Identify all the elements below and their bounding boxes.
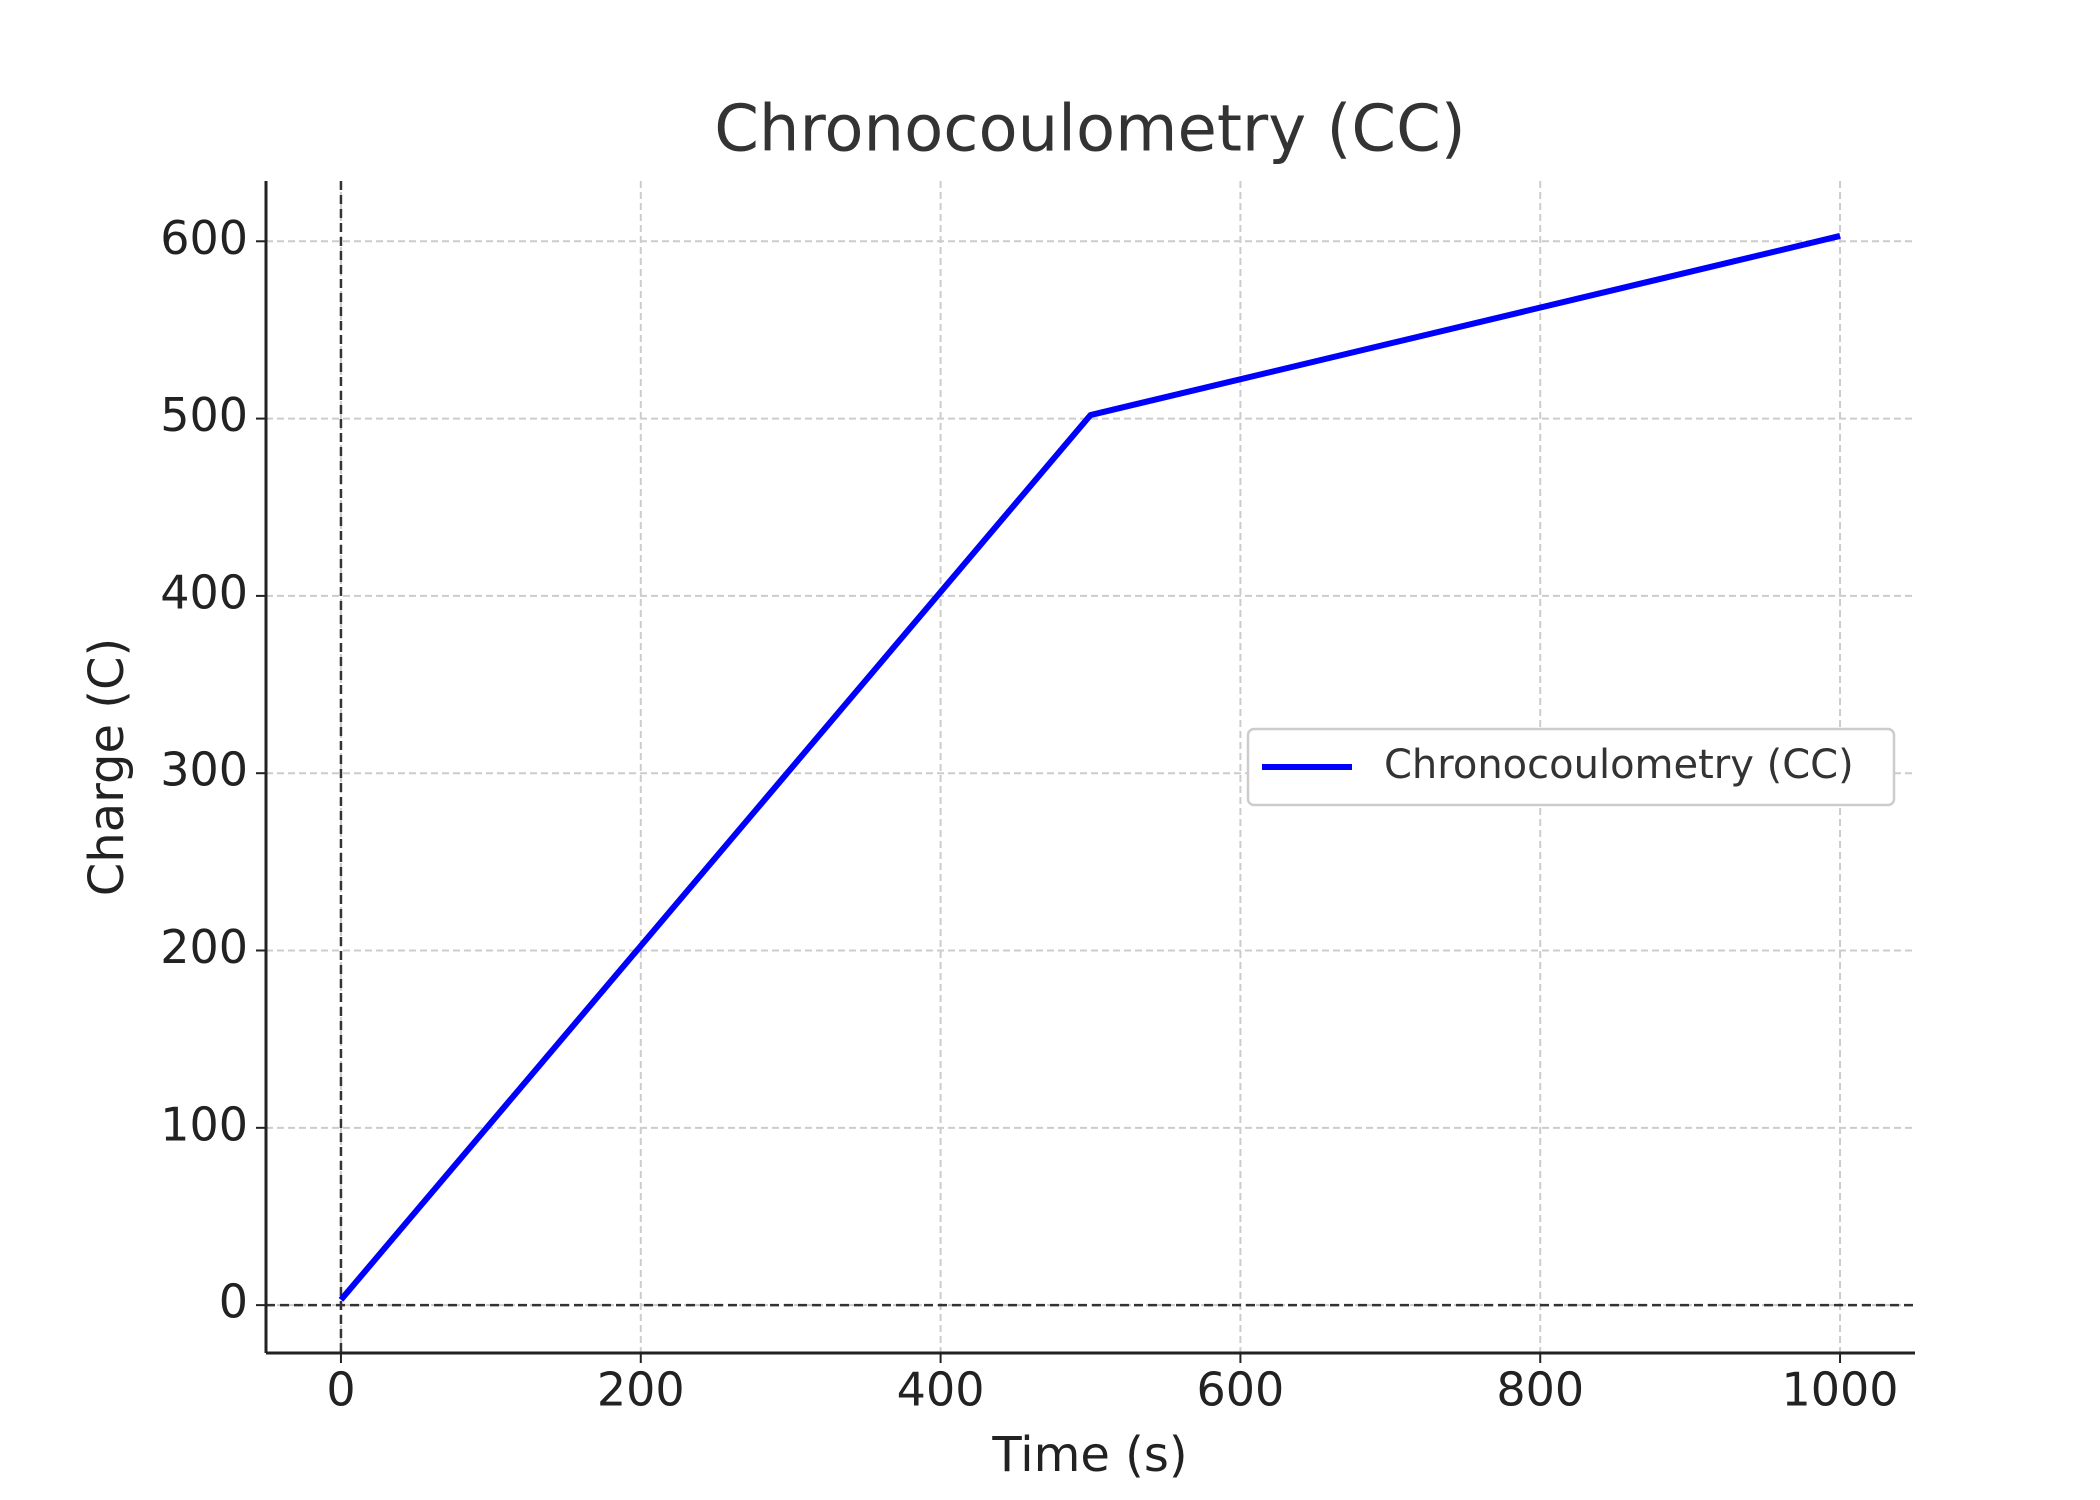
- legend-box: [1246, 727, 1896, 807]
- x-tick-label: 1000: [1782, 1363, 1899, 1417]
- y-tick-label: 0: [219, 1275, 248, 1329]
- x-axis-label: Time (s): [991, 1427, 1187, 1483]
- y-axis-label: Charge (C): [79, 638, 135, 896]
- x-tick-label: 600: [1197, 1363, 1285, 1417]
- y-tick-label: 600: [160, 211, 248, 265]
- legend-label: Chronocoulometry (CC): [1384, 742, 1854, 788]
- y-tick-label: 100: [160, 1097, 248, 1151]
- y-tick-label: 500: [160, 388, 248, 442]
- x-tick-label: 400: [897, 1363, 985, 1417]
- legend: Chronocoulometry (CC): [1246, 727, 1896, 807]
- data-line: [338, 233, 1841, 1302]
- x-tick-label: 200: [597, 1363, 685, 1417]
- y-tick-label: 400: [160, 565, 248, 619]
- x-tick-label: 0: [326, 1363, 355, 1417]
- x-tick-label: 800: [1496, 1363, 1584, 1417]
- chart-title: Chronocoulometry (CC): [714, 93, 1466, 167]
- y-tick-label: 200: [160, 920, 248, 974]
- y-tick-label: 300: [160, 743, 248, 797]
